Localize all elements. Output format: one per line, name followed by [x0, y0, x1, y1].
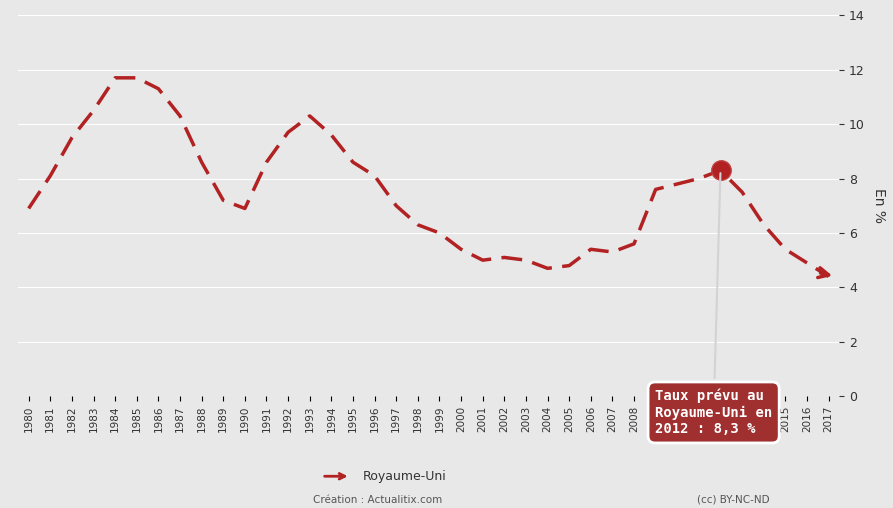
Y-axis label: En %: En %: [872, 188, 886, 223]
Text: (cc) BY-NC-ND: (cc) BY-NC-ND: [697, 495, 769, 505]
Text: Taux prévu au
Royaume-Uni en
2012 : 8,3 %: Taux prévu au Royaume-Uni en 2012 : 8,3 …: [655, 173, 772, 436]
Text: Royaume-Uni: Royaume-Uni: [363, 470, 446, 483]
Text: Création : Actualitix.com: Création : Actualitix.com: [313, 495, 442, 505]
